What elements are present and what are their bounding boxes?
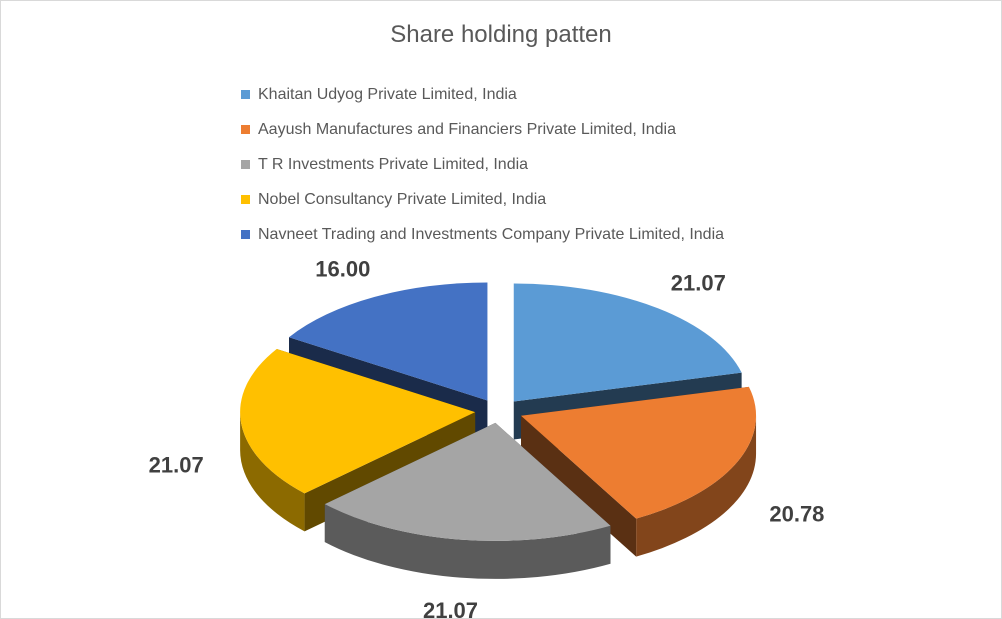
data-label: 21.07 (423, 598, 478, 619)
legend-swatch (241, 90, 250, 99)
pie-slice-top (513, 283, 742, 402)
legend-swatch (241, 160, 250, 169)
legend-item-nobel: Nobel Consultancy Private Limited, India (241, 182, 724, 217)
legend-swatch (241, 125, 250, 134)
legend-label: Khaitan Udyog Private Limited, India (258, 85, 517, 103)
pie-slice-top (324, 422, 611, 541)
chart-title: Share holding patten (390, 21, 612, 48)
legend-label: Navneet Trading and Investments Company … (258, 225, 725, 243)
pie-slice-rim (636, 415, 757, 557)
legend-item-khaitan: Khaitan Udyog Private Limited, India (241, 77, 724, 112)
pie-slice-tops: 21.07 20.78 21.07 21.07 16.00 (149, 256, 825, 619)
data-label: 21.07 (149, 453, 204, 478)
legend-label: Aayush Manufactures and Financiers Priva… (258, 120, 676, 138)
legend-swatch (241, 230, 250, 239)
legend-label: Nobel Consultancy Private Limited, India (258, 190, 547, 208)
legend-swatch (241, 195, 250, 204)
data-label: 20.78 (769, 501, 824, 526)
legend-item-aayush: Aayush Manufactures and Financiers Priva… (241, 112, 724, 147)
legend-label: T R Investments Private Limited, India (258, 155, 529, 173)
chart-legend: Khaitan Udyog Private Limited, India Aay… (241, 77, 724, 252)
legend-item-navneet: Navneet Trading and Investments Company … (241, 217, 724, 252)
data-label: 16.00 (315, 256, 370, 281)
pie-slice-top (240, 348, 476, 494)
pie-slice-top (289, 282, 488, 401)
pie-slice-rim (324, 504, 611, 579)
pie-slice (324, 422, 611, 579)
pie-slice-top (521, 386, 757, 519)
data-label: 21.07 (671, 271, 726, 296)
legend-item-tr-investments: T R Investments Private Limited, India (241, 147, 724, 182)
pie-slice-rim (240, 412, 305, 532)
pie-slice-sides (240, 282, 757, 579)
pie-slice-wall (521, 415, 637, 557)
pie-slice (521, 386, 757, 557)
